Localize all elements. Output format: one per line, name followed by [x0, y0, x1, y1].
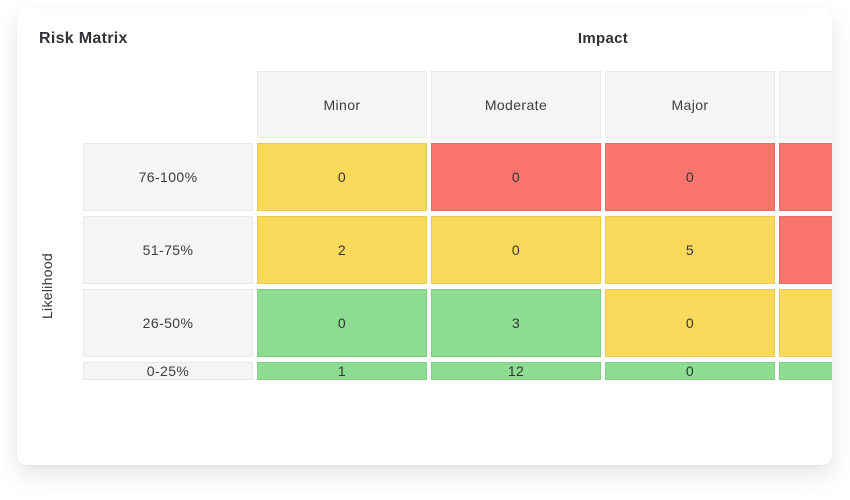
risk-matrix-card: Risk Matrix Impact Likelihood Minor Moder…: [17, 9, 832, 465]
column-header-major: Major: [605, 71, 775, 138]
row-label-0-25%: 0-25%: [83, 362, 253, 380]
matrix-cell-r2-c3[interactable]: [779, 289, 832, 357]
matrix-cell-r0-c1[interactable]: 0: [431, 143, 601, 211]
column-header-clipped: [779, 71, 832, 138]
matrix-cell-r0-c3[interactable]: [779, 143, 832, 211]
matrix-cell-r2-c2[interactable]: 0: [605, 289, 775, 357]
card-title: Risk Matrix: [39, 30, 128, 47]
matrix-corner-cell: [83, 71, 253, 138]
impact-axis-label: Impact: [577, 30, 629, 47]
matrix-cell-r3-c3[interactable]: [779, 362, 832, 380]
matrix-cell-r1-c3[interactable]: [779, 216, 832, 284]
matrix-cell-r1-c1[interactable]: 0: [431, 216, 601, 284]
row-label-26-50%: 26-50%: [83, 289, 253, 357]
likelihood-axis-label: Likelihood: [39, 252, 55, 320]
row-label-76-100%: 76-100%: [83, 143, 253, 211]
matrix-cell-r1-c0[interactable]: 2: [257, 216, 427, 284]
matrix-cell-r3-c2[interactable]: 0: [605, 362, 775, 380]
matrix-cell-r0-c0[interactable]: 0: [257, 143, 427, 211]
risk-matrix-grid: Minor Moderate Major 76-100% 0 0 0 51-75% 2 0 5 26-…: [83, 71, 832, 380]
matrix-cell-r3-c1[interactable]: 12: [431, 362, 601, 380]
row-label-51-75%: 51-75%: [83, 216, 253, 284]
matrix-cell-r2-c0[interactable]: 0: [257, 289, 427, 357]
column-header-moderate: Moderate: [431, 71, 601, 138]
matrix-cell-r1-c2[interactable]: 5: [605, 216, 775, 284]
matrix-cell-r2-c1[interactable]: 3: [431, 289, 601, 357]
matrix-cell-r0-c2[interactable]: 0: [605, 143, 775, 211]
column-header-minor: Minor: [257, 71, 427, 138]
matrix-cell-r3-c0[interactable]: 1: [257, 362, 427, 380]
